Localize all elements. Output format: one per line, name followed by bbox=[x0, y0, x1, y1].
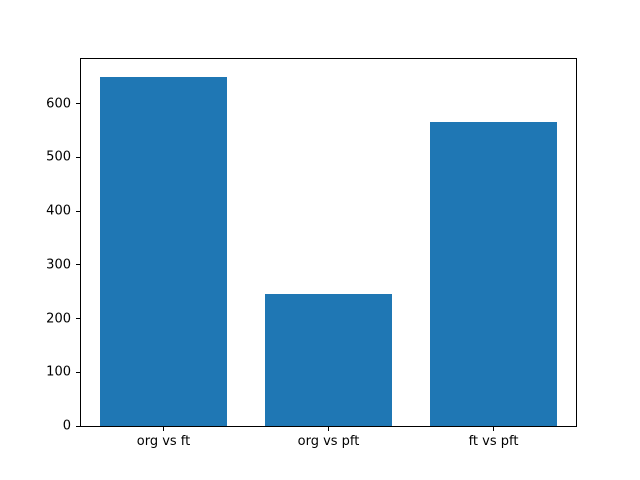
x-tick-labels: org vs ft org vs pft ft vs pft bbox=[81, 426, 576, 449]
y-tick-mark bbox=[76, 264, 80, 266]
y-tick-mark bbox=[76, 103, 80, 105]
x-tick-mark bbox=[493, 427, 494, 431]
y-tick-mark bbox=[76, 156, 80, 158]
y-tick-mark bbox=[76, 371, 80, 373]
bar-ft-vs-pft bbox=[429, 122, 558, 426]
x-tick-mark bbox=[328, 427, 329, 431]
bar-org-vs-ft bbox=[99, 76, 228, 426]
y-tick-label: 100 bbox=[46, 364, 71, 380]
bar-org-vs-pft bbox=[264, 294, 393, 426]
y-tick-label: 400 bbox=[46, 203, 71, 219]
plot-area: 0 100 200 300 400 500 600 org vs ft org vs pft f… bbox=[46, 58, 577, 449]
x-tick-label: ft vs pft bbox=[468, 434, 519, 449]
y-tick-label: 500 bbox=[46, 149, 71, 165]
y-tick-mark bbox=[76, 425, 80, 427]
y-tick-label: 300 bbox=[46, 257, 71, 273]
bar-slot bbox=[411, 59, 576, 426]
x-tick-label: org vs ft bbox=[136, 434, 191, 449]
y-tick-mark bbox=[76, 210, 80, 212]
y-tick-mark bbox=[76, 318, 80, 320]
x-tick-label: org vs pft bbox=[297, 434, 360, 449]
y-tick-label: 0 bbox=[62, 418, 71, 434]
y-axis: 0 100 200 300 400 500 600 bbox=[46, 59, 576, 433]
bars-container bbox=[81, 59, 576, 426]
y-tick-label: 600 bbox=[46, 96, 71, 112]
x-tick-mark bbox=[162, 427, 164, 431]
bar-slot bbox=[81, 59, 246, 426]
y-tick-label: 200 bbox=[46, 311, 71, 327]
bar-slot bbox=[246, 59, 411, 426]
x-axis bbox=[81, 59, 576, 431]
